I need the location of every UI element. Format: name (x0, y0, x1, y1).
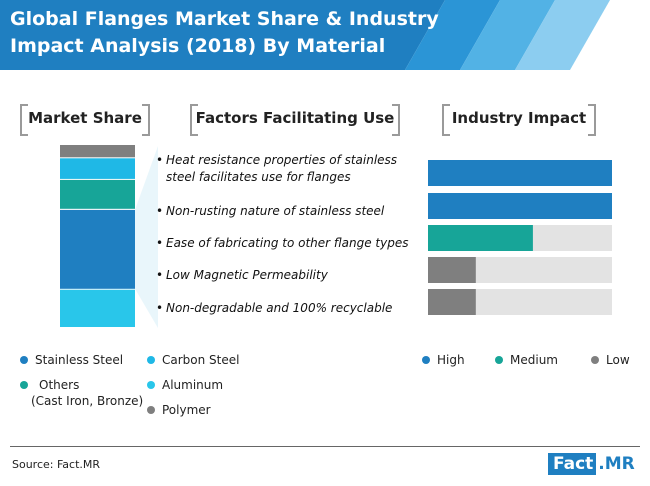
factor-line: • Ease of fabricating to other flange typ… (156, 235, 408, 252)
bullet-icon: • (156, 204, 164, 218)
legend-label-detail: (Cast Iron, Bronze) (31, 394, 144, 408)
bullet-icon: • (156, 153, 164, 167)
factor-text: Ease of fabricating to other flange type… (166, 236, 409, 250)
legend-marker (20, 381, 28, 389)
legend-polymer: Polymer (147, 402, 211, 418)
impact-bar-high (428, 193, 612, 219)
legend-marker (147, 406, 155, 414)
logo-part-2: .MR (598, 454, 635, 474)
bracket-right (392, 104, 400, 136)
share-segment-stainless (60, 209, 135, 289)
factor-line: • Non-rusting nature of stainless steel (156, 203, 384, 220)
bullet-icon: • (156, 301, 164, 315)
factor-text: Non-rusting nature of stainless steel (166, 204, 385, 218)
legend-marker (147, 356, 155, 364)
legend-marker (422, 356, 430, 364)
legend-label: Aluminum (162, 378, 224, 392)
heading-impact: Industry Impact (442, 104, 596, 136)
footer-divider (10, 446, 640, 447)
bullet-icon: • (156, 236, 164, 250)
bracket-left (20, 104, 28, 136)
factor-item: • Non-rusting nature of stainless steel (156, 203, 384, 220)
bullet-icon: • (156, 268, 164, 282)
heading-factors-label: Factors Facilitating Use (195, 109, 395, 127)
legend-marker (20, 356, 28, 364)
factor-text: Non-degradable and 100% recyclable (166, 301, 393, 315)
callout-wedge (135, 146, 158, 328)
legend-medium: Medium (495, 352, 558, 368)
legend-label: Carbon Steel (162, 353, 240, 367)
factmr-logo: Fact .MR (548, 452, 635, 476)
bracket-right (588, 104, 596, 136)
factor-item: • Ease of fabricating to other flange typ… (156, 235, 408, 252)
impact-bar-low (428, 257, 476, 283)
share-segment-aluminum (60, 289, 135, 327)
legend-label: Medium (510, 353, 558, 367)
heading-market-share-label: Market Share (28, 109, 142, 127)
factor-item: • Low Magnetic Permeability (156, 267, 328, 284)
impact-bar-low (428, 289, 476, 315)
legend-label: Low (606, 353, 630, 367)
bracket-left (190, 104, 198, 136)
legend-marker (147, 381, 155, 389)
factor-line: • Non-degradable and 100% recyclable (156, 300, 392, 317)
factor-line: steel facilitates use for flanges (156, 169, 397, 186)
legend-marker (495, 356, 503, 364)
legend-aluminum: Aluminum (147, 377, 223, 393)
header-banner: Global Flanges Market Share & Industry I… (0, 0, 650, 70)
bracket-left (442, 104, 450, 136)
page-title: Global Flanges Market Share & Industry I… (10, 8, 439, 57)
legend-others: Others (Cast Iron, Bronze) (20, 377, 143, 409)
legend-low: Low (591, 352, 630, 368)
factor-text: steel facilitates use for flanges (166, 170, 351, 184)
factor-item: • Heat resistance properties of stainless… (156, 152, 397, 186)
legend-label-group: Others (Cast Iron, Bronze) (31, 377, 143, 409)
legend-label: Polymer (162, 403, 211, 417)
legend-stainless-steel: Stainless Steel (20, 352, 123, 368)
heading-impact-label: Industry Impact (451, 109, 587, 127)
bracket-right (142, 104, 150, 136)
legend-label: High (437, 353, 465, 367)
logo-part-1: Fact (548, 453, 597, 475)
legend-carbon-steel: Carbon Steel (147, 352, 239, 368)
legend-label: Others (39, 378, 80, 392)
share-segment-polymer (60, 145, 135, 158)
factor-item: • Non-degradable and 100% recyclable (156, 300, 392, 317)
source-note: Source: Fact.MR (12, 458, 101, 471)
legend-high: High (422, 352, 465, 368)
factor-text: Low Magnetic Permeability (166, 268, 328, 282)
heading-factors: Factors Facilitating Use (190, 104, 400, 136)
banner-graphic (0, 0, 610, 70)
factor-line: • Heat resistance properties of stainless (156, 152, 397, 169)
impact-bar-medium (428, 225, 533, 251)
legend-label: Stainless Steel (35, 353, 124, 367)
factor-line: • Low Magnetic Permeability (156, 267, 328, 284)
legend-marker (591, 356, 599, 364)
share-segment-others (60, 179, 135, 209)
share-segment-carbon (60, 158, 135, 179)
heading-market-share: Market Share (20, 104, 150, 136)
factor-text: Heat resistance properties of stainless (166, 153, 398, 167)
impact-bar-high (428, 160, 612, 186)
